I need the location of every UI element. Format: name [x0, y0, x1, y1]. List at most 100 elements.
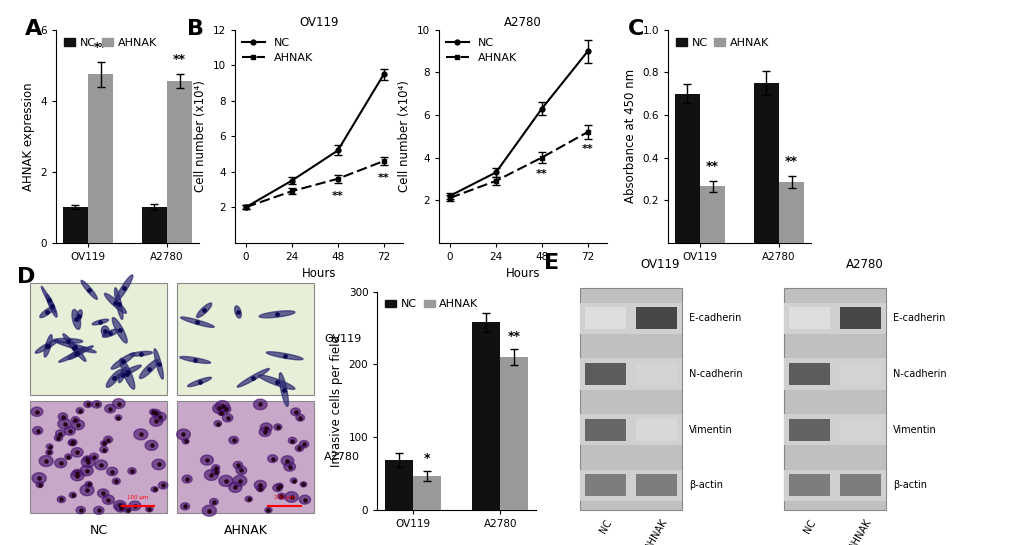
Text: **: **: [705, 160, 718, 173]
X-axis label: Hours: Hours: [302, 267, 335, 280]
Point: [81, 286, 97, 294]
Point: [269, 310, 285, 319]
Polygon shape: [64, 427, 75, 435]
Text: D: D: [17, 268, 36, 287]
Text: 100 μm: 100 μm: [127, 495, 149, 500]
Bar: [413, 476, 440, 510]
Bar: [784, 470, 884, 501]
Polygon shape: [180, 503, 190, 510]
Polygon shape: [118, 367, 126, 383]
Bar: [62, 207, 88, 243]
Polygon shape: [68, 347, 86, 359]
Polygon shape: [71, 420, 85, 430]
Text: E-cadherin: E-cadherin: [893, 313, 945, 323]
Y-axis label: Absorbance at 450 nm: Absorbance at 450 nm: [624, 69, 637, 203]
Point: [233, 466, 250, 475]
Text: N-cadherin: N-cadherin: [689, 369, 742, 379]
Bar: [840, 474, 880, 496]
Legend: NC, AHNAK: NC, AHNAK: [382, 297, 480, 312]
Y-axis label: AHNAK expression: AHNAK expression: [21, 82, 35, 191]
Bar: [580, 302, 682, 334]
Point: [269, 423, 285, 432]
Polygon shape: [276, 483, 283, 489]
Text: **: **: [785, 155, 798, 168]
Text: **: **: [331, 191, 343, 201]
Polygon shape: [277, 493, 285, 499]
Point: [55, 412, 71, 421]
Polygon shape: [79, 465, 93, 476]
Legend: NC, AHNAK: NC, AHNAK: [443, 35, 519, 65]
Point: [151, 360, 167, 368]
Polygon shape: [176, 429, 191, 440]
Polygon shape: [46, 450, 53, 455]
Point: [132, 349, 149, 358]
Polygon shape: [281, 456, 293, 465]
Polygon shape: [71, 447, 84, 457]
Point: [32, 480, 48, 489]
Point: [213, 409, 229, 417]
Text: C: C: [628, 20, 644, 39]
Point: [52, 429, 68, 438]
Point: [72, 506, 89, 514]
Polygon shape: [296, 445, 304, 451]
Point: [257, 427, 273, 436]
Polygon shape: [65, 454, 71, 459]
Polygon shape: [55, 341, 96, 353]
Point: [245, 373, 261, 382]
Polygon shape: [288, 437, 297, 444]
Point: [78, 455, 95, 463]
Polygon shape: [114, 288, 123, 319]
Text: NC: NC: [90, 524, 108, 536]
Polygon shape: [296, 414, 305, 421]
X-axis label: Hours: Hours: [505, 267, 539, 280]
Polygon shape: [41, 286, 56, 313]
Point: [229, 307, 246, 316]
Bar: [840, 363, 880, 385]
Point: [115, 356, 131, 365]
Point: [95, 489, 111, 498]
Text: AHNAK: AHNAK: [223, 524, 267, 536]
Point: [214, 402, 230, 410]
Polygon shape: [127, 468, 137, 474]
Polygon shape: [158, 482, 168, 489]
Point: [296, 480, 312, 489]
NC: [377, 71, 389, 77]
Bar: [31, 283, 167, 396]
Polygon shape: [81, 280, 97, 299]
Point: [53, 495, 69, 504]
Polygon shape: [152, 459, 165, 470]
Point: [279, 456, 296, 465]
Point: [264, 455, 280, 463]
Line: NC: NC: [447, 49, 590, 198]
Polygon shape: [58, 419, 71, 429]
Polygon shape: [115, 365, 141, 378]
Bar: [789, 307, 829, 329]
Point: [297, 495, 313, 504]
Bar: [636, 363, 677, 385]
Polygon shape: [112, 478, 120, 485]
AHNAK: [239, 204, 252, 210]
Point: [132, 430, 149, 439]
Polygon shape: [90, 453, 99, 460]
Bar: [580, 414, 682, 445]
NC: [331, 147, 343, 154]
Text: N-cadherin: N-cadherin: [893, 369, 946, 379]
Polygon shape: [32, 473, 46, 484]
Polygon shape: [213, 403, 225, 414]
Point: [231, 476, 248, 485]
Bar: [636, 474, 677, 496]
Polygon shape: [95, 460, 107, 470]
Polygon shape: [197, 303, 212, 318]
Point: [291, 444, 308, 452]
NC: [581, 48, 593, 54]
Polygon shape: [54, 435, 62, 441]
Polygon shape: [290, 408, 301, 416]
Polygon shape: [204, 469, 218, 480]
Point: [56, 420, 72, 428]
Bar: [784, 288, 884, 510]
Legend: NC, AHNAK: NC, AHNAK: [61, 35, 159, 50]
Polygon shape: [146, 506, 153, 512]
Bar: [784, 302, 884, 334]
Point: [275, 385, 291, 394]
Bar: [585, 363, 626, 385]
